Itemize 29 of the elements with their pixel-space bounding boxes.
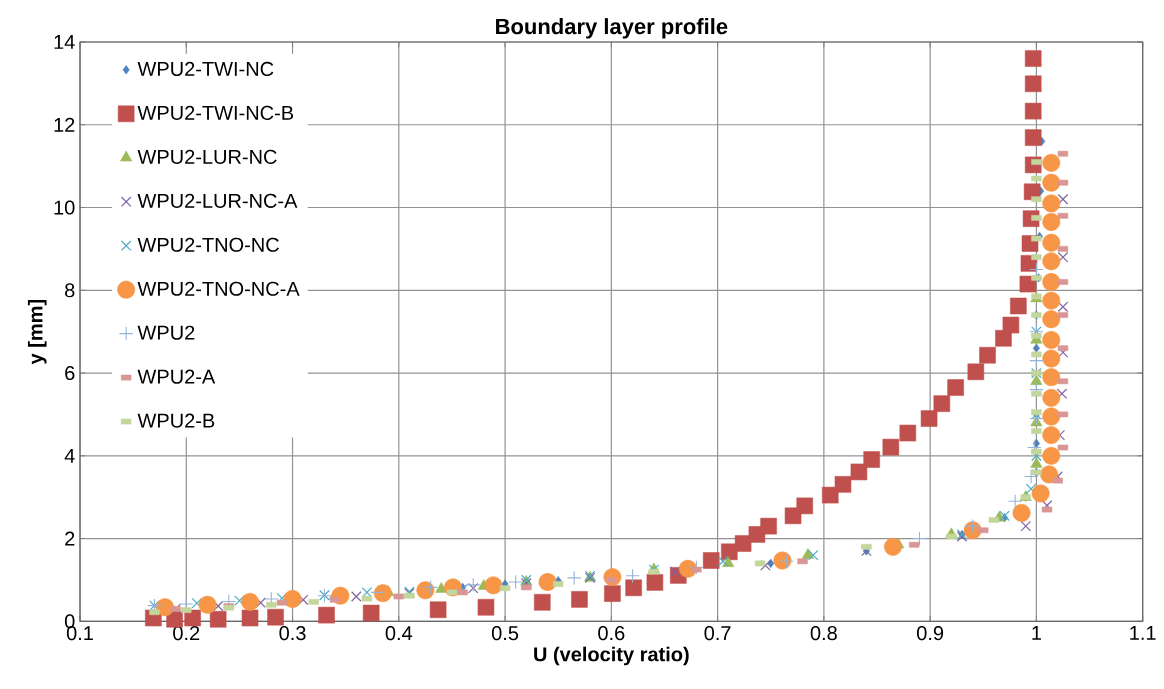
x-tick-label: 0.9	[917, 626, 944, 641]
chart-title: Boundary layer profile	[496, 18, 728, 39]
legend-label: WPU2-TWI-NC-B	[137, 105, 294, 120]
y-tick-label: 2	[65, 531, 75, 546]
y-tick-label: 4	[64, 448, 75, 463]
x-tick-label: 0.4	[385, 626, 413, 641]
y-axis-title: y [mm]	[27, 300, 47, 365]
y-tick-label: 6	[65, 365, 75, 381]
x-tick-label: 0.5	[491, 626, 519, 641]
legend-label: WPU2-TWI-NC	[137, 61, 274, 77]
legend-label: WPU2-TNO-NC	[137, 237, 279, 252]
x-tick-label: 0.8	[810, 626, 837, 641]
y-tick-label: 10	[54, 200, 75, 215]
x-tick-label: 0.3	[279, 626, 306, 641]
x-tick-label: 0.7	[704, 626, 731, 641]
legend-label: WPU2-LUR-NC-A	[137, 193, 298, 208]
x-tick-label: 1	[1032, 626, 1041, 640]
legend-label: WPU2-LUR-NC	[137, 149, 277, 164]
y-tick-label: 8	[65, 283, 75, 298]
x-axis-title: U (velocity ratio)	[534, 646, 689, 666]
legend-label: WPU2-A	[137, 369, 216, 384]
legend-label: WPU2	[137, 325, 195, 340]
legend-label: WPU2-TNO-NC-A	[137, 281, 300, 296]
x-tick-label: 0.6	[598, 626, 625, 641]
x-tick-label: 1.1	[1130, 626, 1156, 640]
y-tick-label: 14	[54, 35, 75, 49]
y-tick-label: 12	[54, 117, 75, 132]
x-tick-label: 0.2	[173, 626, 200, 641]
legend-label: WPU2-B	[137, 413, 215, 428]
